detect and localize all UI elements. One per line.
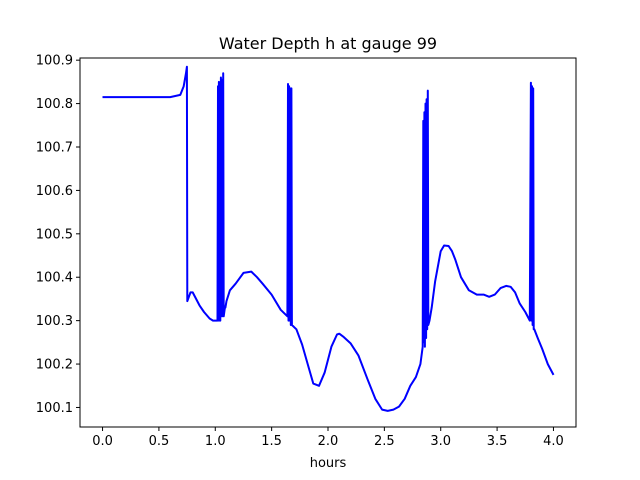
y-tick-label: 100.3: [36, 314, 73, 329]
y-tick-label: 100.8: [36, 97, 73, 112]
x-axis-label: hours: [310, 456, 347, 471]
chart-title: Water Depth h at gauge 99: [219, 34, 437, 53]
y-tick-label: 100.9: [36, 54, 73, 69]
x-tick-label: 4.0: [543, 434, 564, 449]
x-tick-label: 0.5: [149, 434, 170, 449]
x-tick-label: 3.5: [487, 434, 508, 449]
series-line-water-depth: [102, 65, 555, 412]
x-tick-label: 2.0: [318, 434, 339, 449]
y-tick-label: 100.5: [36, 227, 73, 242]
y-tick-label: 100.2: [36, 358, 73, 373]
x-tick-label: 1.0: [205, 434, 226, 449]
y-axis: 100.1 100.2 100.3 100.4 100.5 100.6 100.7 100.8…: [36, 54, 80, 416]
plot-area: [102, 65, 555, 412]
y-tick-label: 100.4: [36, 271, 73, 286]
x-tick-label: 3.0: [430, 434, 451, 449]
x-tick-label: 1.5: [261, 434, 282, 449]
x-axis: 0.0 0.5 1.0 1.5 2.0 2.5 3.0 3.5 4.0: [92, 427, 564, 449]
y-tick-label: 100.1: [36, 401, 73, 416]
x-tick-label: 0.0: [92, 434, 113, 449]
y-tick-label: 100.6: [36, 184, 73, 199]
x-tick-label: 2.5: [374, 434, 395, 449]
y-tick-label: 100.7: [36, 140, 73, 155]
